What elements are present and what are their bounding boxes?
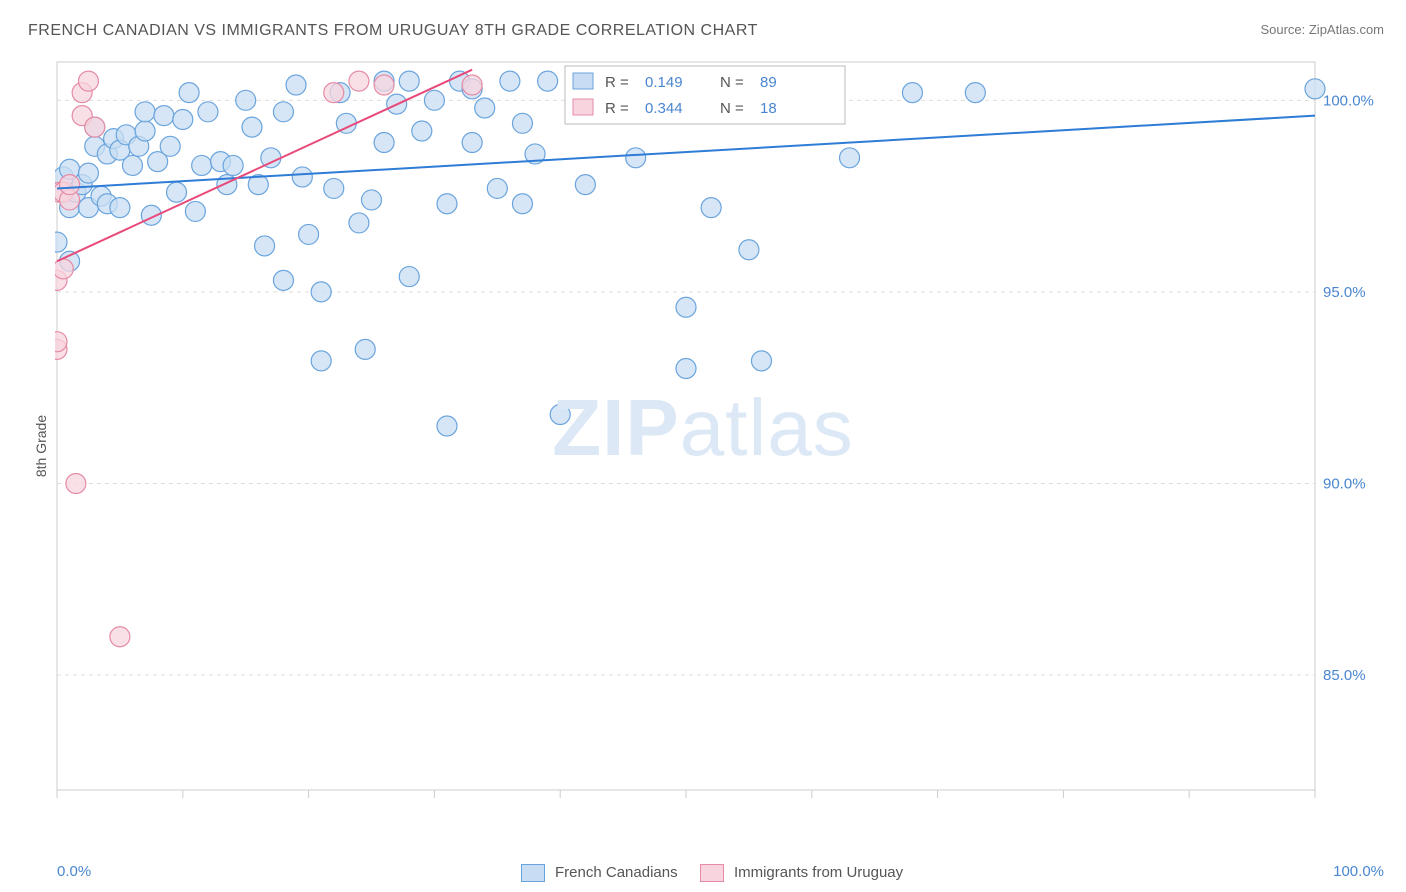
svg-text:R =: R = <box>605 74 629 91</box>
svg-text:18: 18 <box>760 100 777 117</box>
y-axis-label: 8th Grade <box>33 415 49 477</box>
source-attribution: Source: ZipAtlas.com <box>1260 22 1384 37</box>
legend-swatch-series-0 <box>521 864 545 882</box>
legend-swatch-series-1 <box>700 864 724 882</box>
legend-label-series-1: Immigrants from Uruguay <box>734 864 903 881</box>
svg-text:89: 89 <box>760 74 777 91</box>
legend-label-series-0: French Canadians <box>555 864 678 881</box>
svg-text:85.0%: 85.0% <box>1323 667 1366 684</box>
svg-text:0.344: 0.344 <box>645 100 683 117</box>
svg-text:95.0%: 95.0% <box>1323 284 1366 301</box>
chart-title: FRENCH CANADIAN VS IMMIGRANTS FROM URUGU… <box>28 22 758 40</box>
correlation-scatter-plot: 85.0% 90.0% 95.0% 100.0% R = 0.149 N = 89 R = 0.3… <box>55 60 1375 830</box>
svg-text:N =: N = <box>720 100 744 117</box>
svg-text:N =: N = <box>720 74 744 91</box>
svg-text:0.149: 0.149 <box>645 74 683 91</box>
svg-text:90.0%: 90.0% <box>1323 475 1366 492</box>
bottom-legend: French Canadians Immigrants from Uruguay <box>0 864 1406 882</box>
svg-text:R =: R = <box>605 100 629 117</box>
svg-text:100.0%: 100.0% <box>1323 92 1374 109</box>
